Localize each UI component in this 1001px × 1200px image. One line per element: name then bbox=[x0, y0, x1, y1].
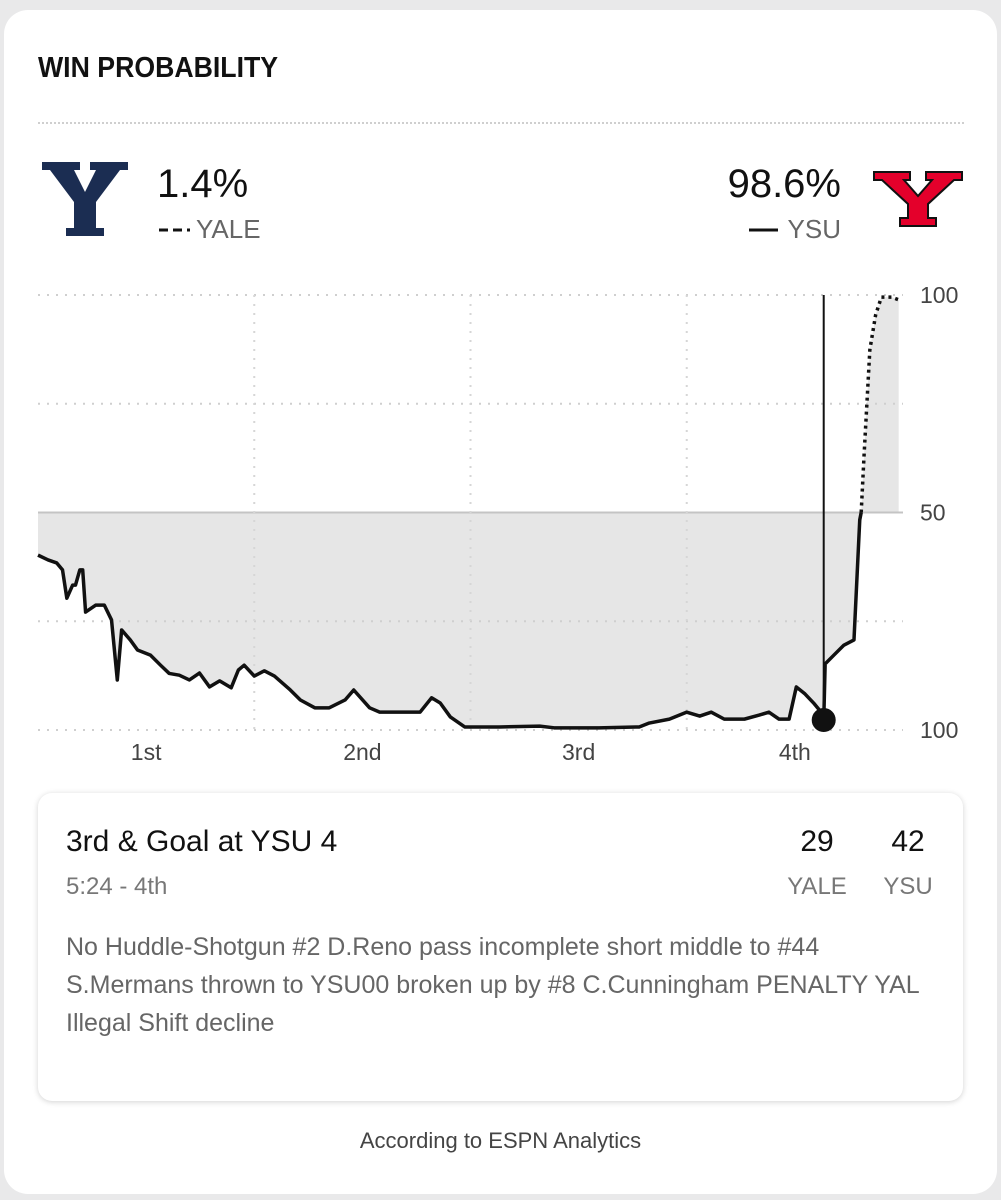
area bbox=[38, 512, 862, 728]
score-team: YALE bbox=[787, 873, 847, 900]
score-team: YSU bbox=[883, 873, 933, 900]
ysu-logo bbox=[873, 171, 963, 227]
y-tick-label: 100 bbox=[920, 282, 958, 308]
win-probability-line bbox=[859, 295, 900, 513]
team-score: 29 bbox=[800, 825, 834, 858]
x-tick-label: 4th bbox=[779, 739, 811, 765]
legend-solid bbox=[749, 228, 778, 232]
play-clock: 5:24 - 4th bbox=[66, 873, 168, 900]
x-tick-label: 3rd bbox=[562, 739, 595, 765]
team-name: YALE bbox=[196, 214, 261, 244]
play-situation: 3rd & Goal at YSU 4 bbox=[66, 825, 338, 858]
y-tick-label: 50 bbox=[920, 500, 946, 526]
team-probability: 1.4% bbox=[157, 162, 249, 206]
yale-logo bbox=[42, 162, 128, 236]
legend-dashed bbox=[159, 228, 190, 232]
y-tick-label: 100 bbox=[920, 717, 958, 743]
x-tick-label: 1st bbox=[131, 739, 162, 765]
title: WIN PROBABILITY bbox=[38, 52, 279, 84]
team-score: 42 bbox=[891, 825, 925, 858]
team-probability: 98.6% bbox=[727, 162, 841, 206]
x-tick-label: 2nd bbox=[343, 739, 381, 765]
divider bbox=[38, 122, 964, 124]
team-name: YSU bbox=[787, 214, 841, 244]
footer-note: According to ESPN Analytics bbox=[359, 1128, 642, 1153]
play-description: No Huddle-Shotgun #2 D.Reno pass incompl… bbox=[66, 933, 919, 1037]
win-probability-chart: 100 50 100 1st 2nd 3rd 4th bbox=[37, 282, 958, 765]
win-probability-line bbox=[37, 512, 863, 730]
current-play-marker bbox=[811, 707, 836, 732]
play-card: 3rd & Goal at YSU 4 5:24 - 4th 29 YALE 4… bbox=[38, 793, 963, 1101]
